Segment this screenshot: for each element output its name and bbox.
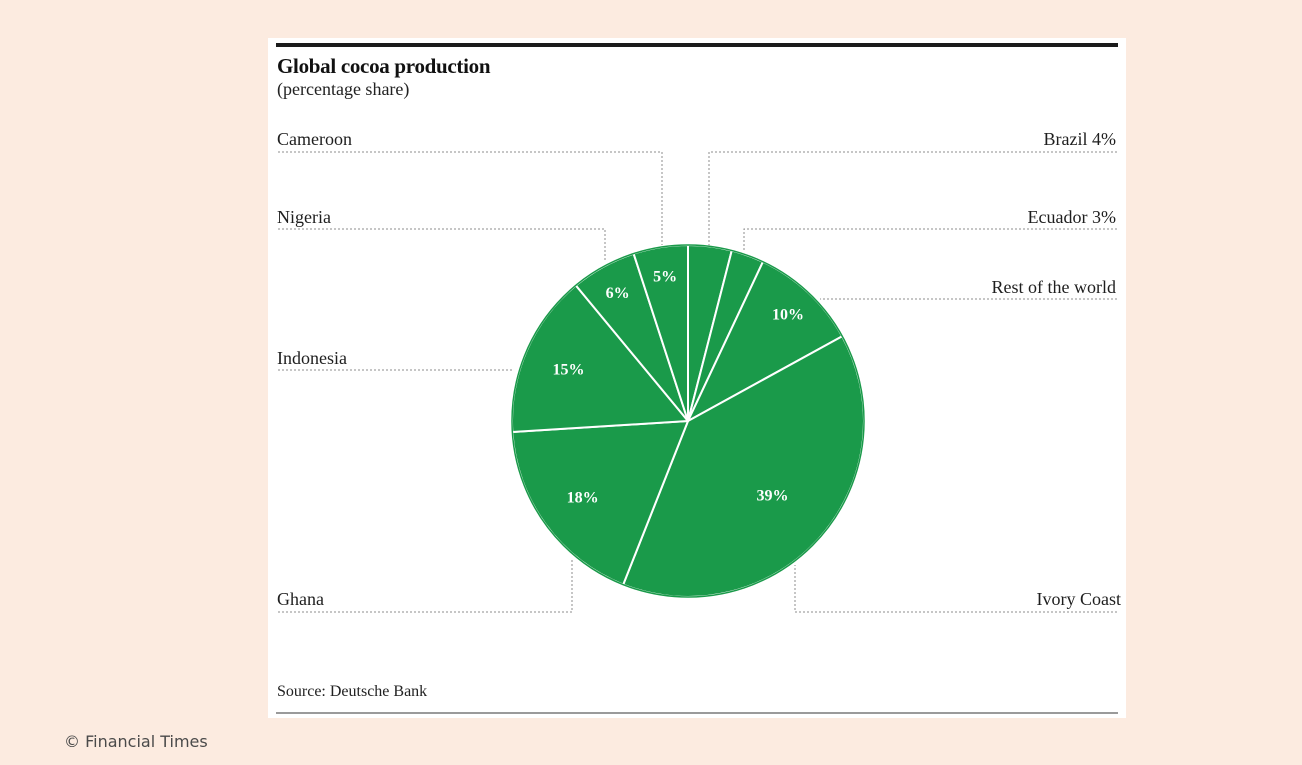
leader-brazil <box>708 151 1117 246</box>
pct-label-ghana: 18% <box>567 490 599 507</box>
pie-rim <box>511 244 865 598</box>
label-indonesia: Indonesia <box>277 348 347 368</box>
label-ivory-coast: Ivory Coast <box>1037 589 1122 609</box>
leader-nigeria <box>278 228 606 262</box>
label-brazil: Brazil 4% <box>1044 129 1116 149</box>
label-cameroon: Cameroon <box>277 129 352 149</box>
label-nigeria: Nigeria <box>277 207 331 227</box>
pct-label-rest-of-the-world: 10% <box>772 307 804 324</box>
leader-ecuador <box>743 228 1117 250</box>
label-rest-of-the-world: Rest of the world <box>992 277 1116 297</box>
top-rule <box>276 43 1118 47</box>
pct-label-nigeria: 6% <box>606 285 630 302</box>
pct-label-cameroon: 5% <box>653 269 677 286</box>
label-ghana: Ghana <box>277 589 324 609</box>
pct-label-ivory-coast: 39% <box>756 487 788 504</box>
pct-label-indonesia: 15% <box>552 361 584 378</box>
leader-ghana <box>278 560 573 613</box>
chart-subtitle: (percentage share) <box>277 79 410 99</box>
source-note: Source: Deutsche Bank <box>277 683 428 700</box>
leader-cameroon <box>278 151 663 245</box>
pie-slices <box>511 244 865 598</box>
percentage-labels: 10% 39% 18% 15% 6% 5% <box>552 269 804 507</box>
copyright-text: © Financial Times <box>64 732 208 751</box>
chart-title: Global cocoa production <box>277 54 491 78</box>
bottom-rule <box>276 712 1118 714</box>
leader-ivory-coast <box>794 565 1117 613</box>
category-labels: Cameroon Nigeria Indonesia Ghana Brazil … <box>277 129 1121 609</box>
leader-lines <box>278 151 1117 613</box>
label-ecuador: Ecuador 3% <box>1028 207 1116 227</box>
